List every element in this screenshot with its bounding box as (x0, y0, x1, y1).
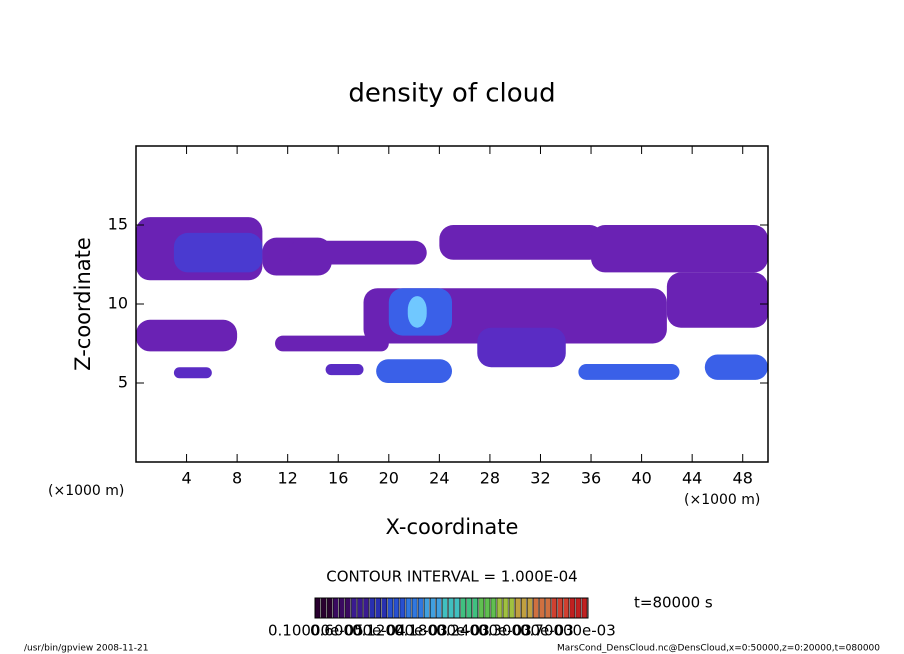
colorbar-stripe (581, 597, 588, 619)
colorbar-stripe (345, 597, 351, 619)
x-tick-label: 48 (733, 469, 753, 488)
footer-left: /usr/bin/gpview 2008-11-21 (24, 644, 148, 654)
cloud-region (275, 335, 389, 352)
cloud-region (704, 354, 768, 380)
colorbar-stripe (484, 597, 491, 619)
colorbar-stripe (448, 597, 454, 619)
x-tick-label: 8 (232, 469, 242, 488)
x-tick-label: 44 (682, 469, 702, 488)
cloud-region (136, 319, 238, 352)
colorbar-stripe (508, 597, 515, 619)
colorbar-stripe (411, 597, 418, 619)
colorbar-stripe (357, 597, 363, 619)
colorbar-stripe (569, 597, 576, 619)
colorbar-stripe (466, 597, 472, 619)
cloud-region (666, 272, 768, 328)
colorbar-stripe (557, 597, 563, 619)
cloud-region (376, 359, 452, 383)
colorbar-stripe (399, 597, 406, 619)
x-tick-label: 20 (379, 469, 399, 488)
footer-right: MarsCond_DensCloud.nc@DensCloud,x=0:5000… (557, 644, 880, 654)
x-tick-label: 4 (181, 469, 191, 488)
x-tick-label: 12 (278, 469, 298, 488)
x-tick-label: 40 (631, 469, 651, 488)
y-tick-label: 15 (108, 215, 128, 234)
colorbar-label: 0.12000e-03 (352, 622, 448, 640)
x-tick-label: 24 (429, 469, 449, 488)
x-tick-label: 32 (530, 469, 550, 488)
colorbar-stripe (326, 597, 333, 619)
x-unit: (×1000 m) (684, 492, 760, 508)
colorbar-stripe (454, 597, 460, 619)
cloud-region (591, 225, 768, 273)
colorbar-stripe (393, 597, 400, 619)
colorbar-label: 0.70000e-03 (520, 622, 616, 640)
colorbar-stripe (387, 597, 394, 619)
colorbar-stripe (502, 597, 509, 619)
cloud-region (173, 232, 263, 273)
colorbar-stripe (490, 597, 497, 619)
colorbar-stripe (423, 597, 430, 619)
x-tick-label: 16 (328, 469, 348, 488)
colorbar-stripe (521, 597, 527, 619)
colorbar-stripe (545, 597, 551, 619)
x-tick-label: 36 (581, 469, 601, 488)
colorbar-stripe (496, 597, 503, 619)
y-axis-label: Z-coordinate (71, 237, 95, 371)
colorbar-stripe (551, 597, 557, 619)
colorbar-stripe (339, 597, 345, 619)
chart-title: density of cloud (348, 79, 555, 109)
contour-interval: CONTOUR INTERVAL = 1.000E-04 (326, 568, 577, 586)
colorbar-stripe (563, 597, 570, 619)
colorbar-stripe (442, 597, 448, 619)
colorbar-stripe (478, 597, 485, 619)
colorbar-frame (314, 597, 589, 619)
colorbar-stripe (539, 597, 545, 619)
cloud-region (407, 296, 427, 328)
colorbar-stripe (417, 597, 424, 619)
colorbar-stripe (472, 597, 479, 619)
colorbar-stripe (363, 597, 369, 619)
colorbar-stripe (314, 597, 321, 619)
colorbar-stripe (405, 597, 412, 619)
time-label: t=80000 s (634, 594, 713, 612)
colorbar-stripe (375, 597, 381, 619)
colorbar-stripe (381, 597, 388, 619)
cloud-region (439, 225, 604, 260)
colorbar-stripe (514, 597, 521, 619)
cloud-region (578, 364, 680, 380)
colorbar-label: 0.24000e-03 (436, 622, 532, 640)
cloud-region (287, 240, 427, 265)
colorbar-label: 0.60000e-04 (310, 622, 406, 640)
colorbar-stripe (320, 597, 327, 619)
y-tick-label: 5 (118, 373, 128, 392)
colorbar-stripe (351, 597, 357, 619)
colorbar-label: 0.10000e-05 (268, 622, 364, 640)
colorbar-stripe (460, 597, 466, 619)
colorbar-label: 0.30000e-03 (478, 622, 574, 640)
colorbar-stripe (527, 597, 533, 619)
cloud-region (173, 367, 212, 379)
x-unit: (×1000 m) (48, 483, 124, 499)
colorbar-stripe (332, 597, 339, 619)
colorbar-stripe (575, 597, 582, 619)
cloud-region (477, 327, 566, 368)
cloud-region (325, 364, 364, 376)
x-tick-label: 28 (480, 469, 500, 488)
colorbar-stripe (430, 597, 436, 619)
x-axis-label: X-coordinate (386, 515, 519, 539)
colorbar-stripe (436, 597, 442, 619)
colorbar-label: 0.18000e-03 (394, 622, 490, 640)
y-tick-label: 10 (108, 294, 128, 313)
colorbar-stripe (369, 597, 375, 619)
colorbar-stripe (533, 597, 539, 619)
